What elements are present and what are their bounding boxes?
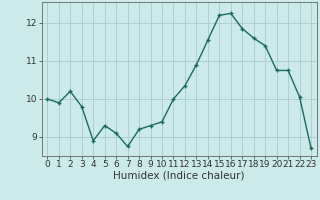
X-axis label: Humidex (Indice chaleur): Humidex (Indice chaleur): [114, 171, 245, 181]
